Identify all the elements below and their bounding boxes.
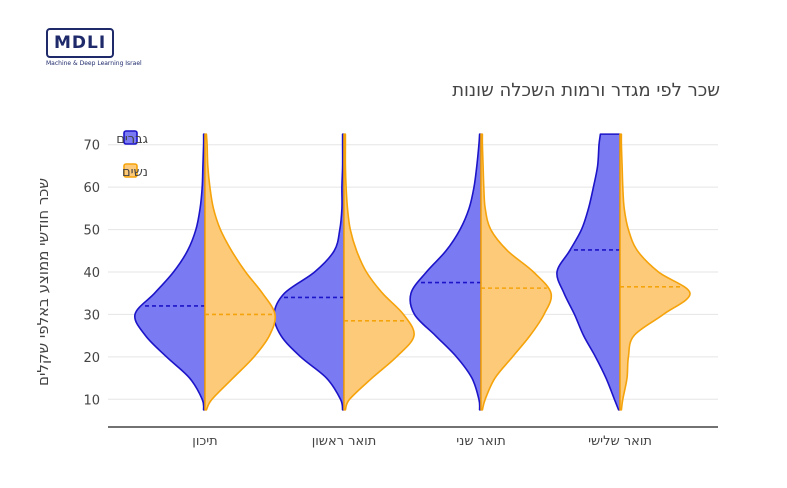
x-tick-label: תואר ראשון [312,434,377,449]
y-axis-label: שכר חודשי ממוצע באלפי שקלים [34,178,52,386]
violin-women[interactable] [343,133,415,411]
mdli-logo: MDLI Machine & Deep Learning Israel [46,28,142,67]
y-tick-label: 50 [83,224,100,239]
logo-text: MDLI [46,28,115,58]
legend-swatch [123,130,138,145]
legend-label: נשים [122,165,148,180]
legend-item[interactable]: גברים [116,130,148,147]
violins [134,133,691,411]
violin-men[interactable] [409,133,482,411]
violin-women[interactable] [204,133,277,411]
x-tick-label: תיכון [192,434,217,449]
y-tick-label: 10 [83,393,100,408]
violin-women[interactable] [480,133,553,411]
violin-men[interactable] [273,133,345,411]
legend-swatch [123,163,138,178]
y-tick-label: 20 [83,351,100,366]
chart-title: שכר לפי מגדר ורמות השכלה שונות [452,80,720,101]
violin-women[interactable] [619,133,691,411]
legend-label: גברים [116,132,148,147]
axes: 10 20 30 40 50 60 70 תיכון תואר ראשון תואר שני תוא… [83,139,718,449]
y-tick-label: 40 [83,266,100,281]
y-tick-label: 60 [83,181,100,196]
y-tick-label: 30 [83,308,100,323]
violin-men[interactable] [134,133,206,411]
x-tick-label: תואר שני [456,434,506,449]
y-tick-label: 70 [83,139,100,154]
legend-item[interactable]: נשים [122,163,148,180]
logo-subtitle: Machine & Deep Learning Israel [46,60,142,67]
x-tick-label: תואר שלישי [588,434,652,449]
violin-men[interactable] [556,133,621,411]
legend[interactable]: גברים נשים [116,130,148,180]
